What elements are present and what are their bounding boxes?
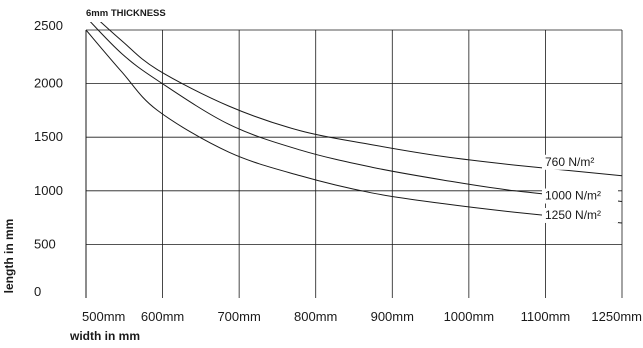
series-line-2 — [89, 22, 622, 203]
chart-title: 6mm THICKNESS — [86, 8, 166, 19]
x-tick-label: 900mm — [371, 309, 414, 324]
y-tick-label: 1500 — [34, 129, 63, 144]
labels: 0 500 1000 1500 2000 2500 500mm 600mm 700mm 800mm… — [34, 18, 642, 324]
y-tick-label: 1000 — [34, 183, 63, 198]
y-tick-label: 500 — [34, 236, 56, 251]
series-label-2: 1000 N/m² — [545, 189, 601, 203]
x-tick-label: 500mm — [82, 309, 125, 324]
series-line-3 — [86, 29, 622, 224]
y-axis-title: length in mm — [2, 219, 16, 294]
x-axis-title: width in mm — [69, 329, 140, 343]
x-tick-label: 800mm — [294, 309, 337, 324]
grid — [85, 29, 623, 298]
x-tick-label: 1000mm — [444, 309, 495, 324]
series-label-background — [542, 154, 618, 170]
y-tick-label: 0 — [34, 284, 41, 299]
x-tick-label: 1100mm — [521, 309, 571, 324]
series-label-background — [542, 188, 618, 204]
x-tick-label: 700mm — [217, 309, 260, 324]
series-label-1: 760 N/m² — [545, 155, 594, 169]
curves — [86, 22, 622, 224]
x-tick-label: 1250mm — [591, 309, 642, 324]
y-tick-label: 2000 — [34, 76, 63, 91]
y-tick-label: 2500 — [34, 18, 63, 33]
series-line-1 — [99, 22, 622, 177]
x-tick-label: 600mm — [141, 309, 184, 324]
series-label-background — [542, 207, 618, 223]
series-label-3: 1250 N/m² — [545, 208, 601, 222]
